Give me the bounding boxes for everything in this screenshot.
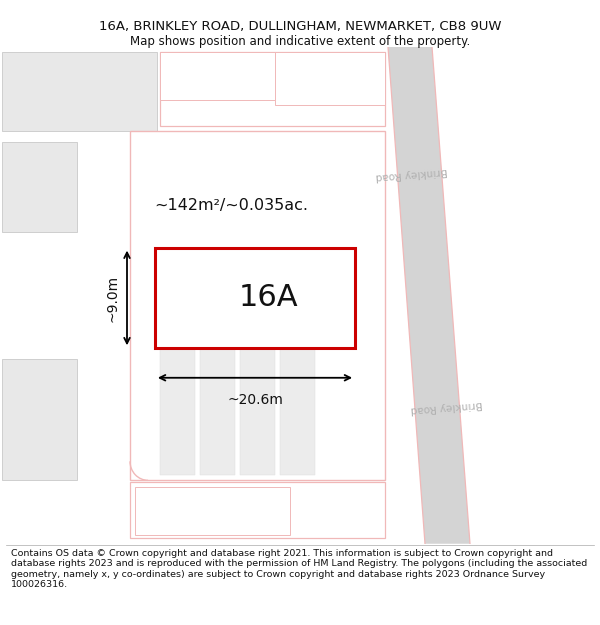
Polygon shape — [135, 487, 290, 535]
Polygon shape — [275, 52, 385, 105]
Bar — [240, 264, 275, 475]
Bar — [160, 264, 195, 475]
Text: ~142m²/~0.035ac.: ~142m²/~0.035ac. — [154, 198, 308, 213]
Text: ~9.0m: ~9.0m — [105, 274, 119, 321]
Text: 16A, BRINKLEY ROAD, DULLINGHAM, NEWMARKET, CB8 9UW: 16A, BRINKLEY ROAD, DULLINGHAM, NEWMARKE… — [99, 21, 501, 33]
Bar — [155, 248, 355, 348]
Text: Map shows position and indicative extent of the property.: Map shows position and indicative extent… — [130, 35, 470, 48]
Text: 16A: 16A — [239, 284, 299, 312]
Text: Brinkley Road: Brinkley Road — [411, 399, 483, 414]
Bar — [2, 359, 77, 481]
Polygon shape — [388, 47, 470, 544]
Polygon shape — [130, 482, 385, 539]
Text: ~20.6m: ~20.6m — [227, 392, 283, 407]
Bar — [280, 264, 315, 475]
Text: Contains OS data © Crown copyright and database right 2021. This information is : Contains OS data © Crown copyright and d… — [11, 549, 587, 589]
Bar — [2, 142, 77, 232]
Bar — [130, 131, 385, 481]
Text: Brinkley Road: Brinkley Road — [376, 166, 448, 181]
Bar — [2, 52, 157, 131]
Polygon shape — [160, 52, 385, 126]
Bar — [200, 264, 235, 475]
Polygon shape — [160, 52, 275, 100]
